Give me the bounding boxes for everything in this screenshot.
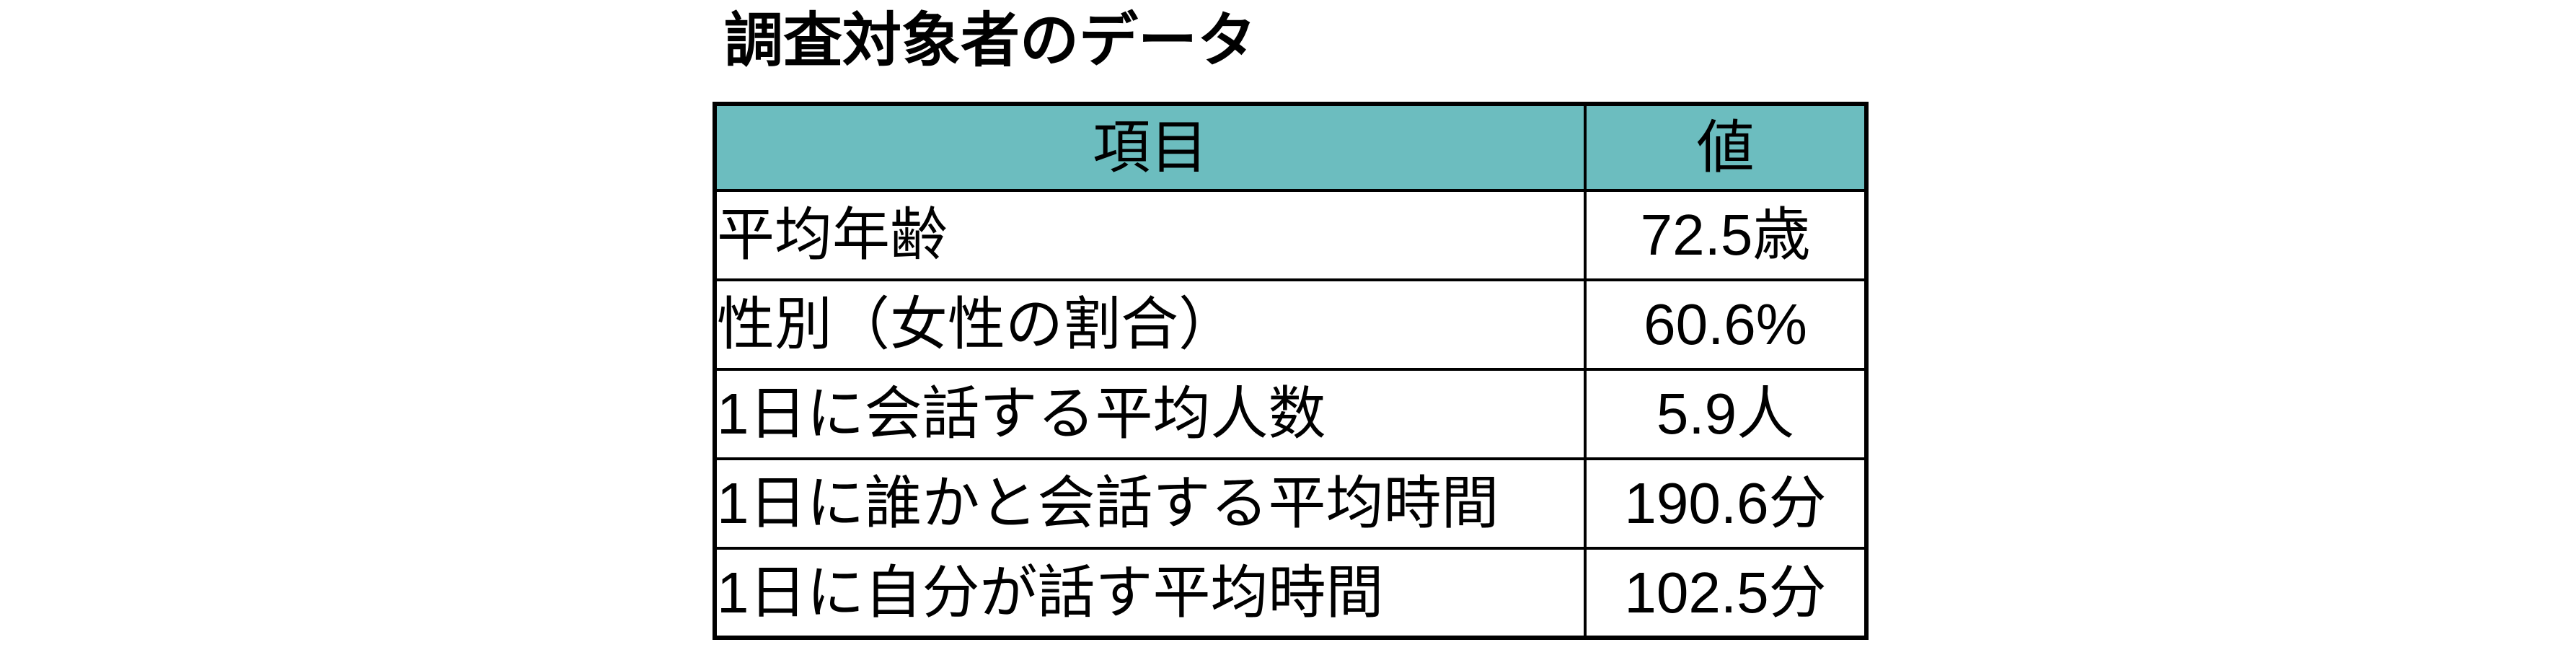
- survey-data-table: 項目 値 平均年齢 72.5歳 性別（女性の割合） 60.6% 1日に会話する平…: [713, 102, 1869, 640]
- row-value: 72.5歳: [1584, 189, 1868, 281]
- row-value: 60.6%: [1584, 278, 1868, 371]
- row-label: 1日に会話する平均人数: [713, 368, 1587, 460]
- table-row: 1日に会話する平均人数 5.9人: [713, 368, 1868, 460]
- table-header-row: 項目 値: [713, 102, 1868, 192]
- column-header-item: 項目: [713, 102, 1587, 192]
- row-label: 1日に誰かと会話する平均時間: [713, 457, 1587, 550]
- table-row: 1日に誰かと会話する平均時間 190.6分: [713, 457, 1868, 550]
- row-value: 5.9人: [1584, 368, 1868, 460]
- table-row: 性別（女性の割合） 60.6%: [713, 278, 1868, 371]
- page-title: 調査対象者のデータ: [724, 8, 1257, 74]
- row-label: 性別（女性の割合）: [713, 278, 1587, 371]
- row-value: 102.5分: [1584, 547, 1868, 639]
- column-header-value: 値: [1584, 102, 1868, 192]
- row-label: 1日に自分が話す平均時間: [713, 547, 1587, 639]
- table-row: 1日に自分が話す平均時間 102.5分: [713, 547, 1868, 639]
- row-label: 平均年齢: [713, 189, 1587, 281]
- table-row: 平均年齢 72.5歳: [713, 189, 1868, 281]
- row-value: 190.6分: [1584, 457, 1868, 550]
